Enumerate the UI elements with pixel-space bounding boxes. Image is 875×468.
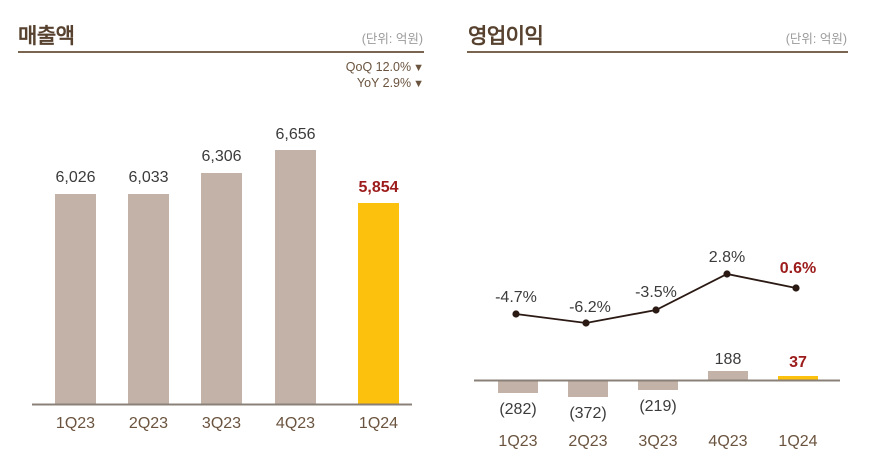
page-title-revenue: 매출액 (18, 25, 75, 48)
bar-3q23 (201, 173, 242, 404)
panel-revenue: 매출액 (단위: 억원) QoQ 12.0% ▼ YoY 2.9% ▼ 6,026 … (18, 25, 424, 432)
line-marker-3q23 (652, 306, 660, 314)
bar-2q23 (128, 194, 169, 404)
x-tick-2q23: 2Q23 (129, 415, 168, 432)
delta-yoy: YoY 2.9% ▼ (346, 76, 424, 92)
bar-2q23 (568, 380, 608, 397)
margin-value-3q23: -3.5% (635, 284, 677, 301)
line-marker-4q23 (723, 270, 731, 278)
delta-summary: QoQ 12.0% ▼ YoY 2.9% ▼ (346, 60, 424, 92)
bar-value-2q23: (372) (569, 405, 606, 422)
unit-label-operating-profit: (단위: 억원) (785, 32, 847, 46)
title-divider-operating-profit (467, 51, 848, 53)
bar-value-1q23: 6,026 (55, 169, 95, 186)
title-divider-revenue (18, 51, 424, 53)
bar-value-4q23: 6,656 (275, 126, 315, 143)
x-tick-1q23: 1Q23 (56, 415, 95, 432)
bar-value-1q23: (282) (499, 401, 536, 418)
unit-label-revenue: (단위: 억원) (361, 32, 423, 46)
x-tick-4q23: 4Q23 (276, 415, 315, 432)
margin-value-1q23: -4.7% (495, 289, 537, 306)
margin-value-4q23: 2.8% (709, 249, 745, 266)
bar-value-3q23: 6,306 (201, 148, 241, 165)
bar-1q24 (778, 376, 818, 380)
delta-yoy-label: YoY 2.9% (356, 76, 412, 90)
x-tick-4q23: 4Q23 (708, 433, 747, 450)
x-tick-1q24: 1Q24 (778, 433, 817, 450)
bar-1q23 (498, 380, 538, 393)
delta-qoq-label: QoQ 12.0% (345, 60, 412, 74)
bar-value-1q24: 37 (789, 354, 807, 371)
triangle-down-icon: ▼ (413, 78, 424, 90)
bar-3q23 (638, 380, 678, 390)
margin-value-1q24: 0.6% (780, 260, 816, 277)
bar-value-2q23: 6,033 (128, 169, 168, 186)
triangle-down-icon: ▼ (413, 62, 424, 74)
x-tick-3q23: 3Q23 (638, 433, 677, 450)
revenue-bar-chart: 6,026 6,033 6,306 6,656 5,854 1Q23 2Q23 … (32, 126, 412, 432)
bar-1q24 (358, 203, 399, 404)
bar-value-3q23: (219) (639, 398, 676, 415)
operating-profit-combo-chart: -4.7% -6.2% -3.5% 2.8% 0.6% (282) (372) … (440, 0, 875, 468)
delta-qoq: QoQ 12.0% ▼ (346, 60, 424, 76)
x-tick-1q24: 1Q24 (359, 415, 398, 432)
bar-4q23 (275, 150, 316, 404)
panel-operating-profit: 영업이익 (단위: 억원) -4.7% -6.2% -3.5% 2.8% 0.6… (440, 0, 875, 468)
x-tick-1q23: 1Q23 (498, 433, 537, 450)
bar-1q23 (55, 194, 96, 404)
x-tick-3q23: 3Q23 (202, 415, 241, 432)
margin-value-2q23: -6.2% (569, 299, 611, 316)
line-marker-2q23 (582, 319, 590, 327)
line-marker-1q24 (792, 284, 800, 292)
page-title-operating-profit: 영업이익 (468, 25, 544, 48)
x-tick-2q23: 2Q23 (568, 433, 607, 450)
bar-value-4q23: 188 (715, 351, 742, 368)
bar-4q23 (708, 371, 748, 380)
bar-value-1q24: 5,854 (358, 179, 398, 196)
line-marker-1q23 (512, 310, 520, 318)
